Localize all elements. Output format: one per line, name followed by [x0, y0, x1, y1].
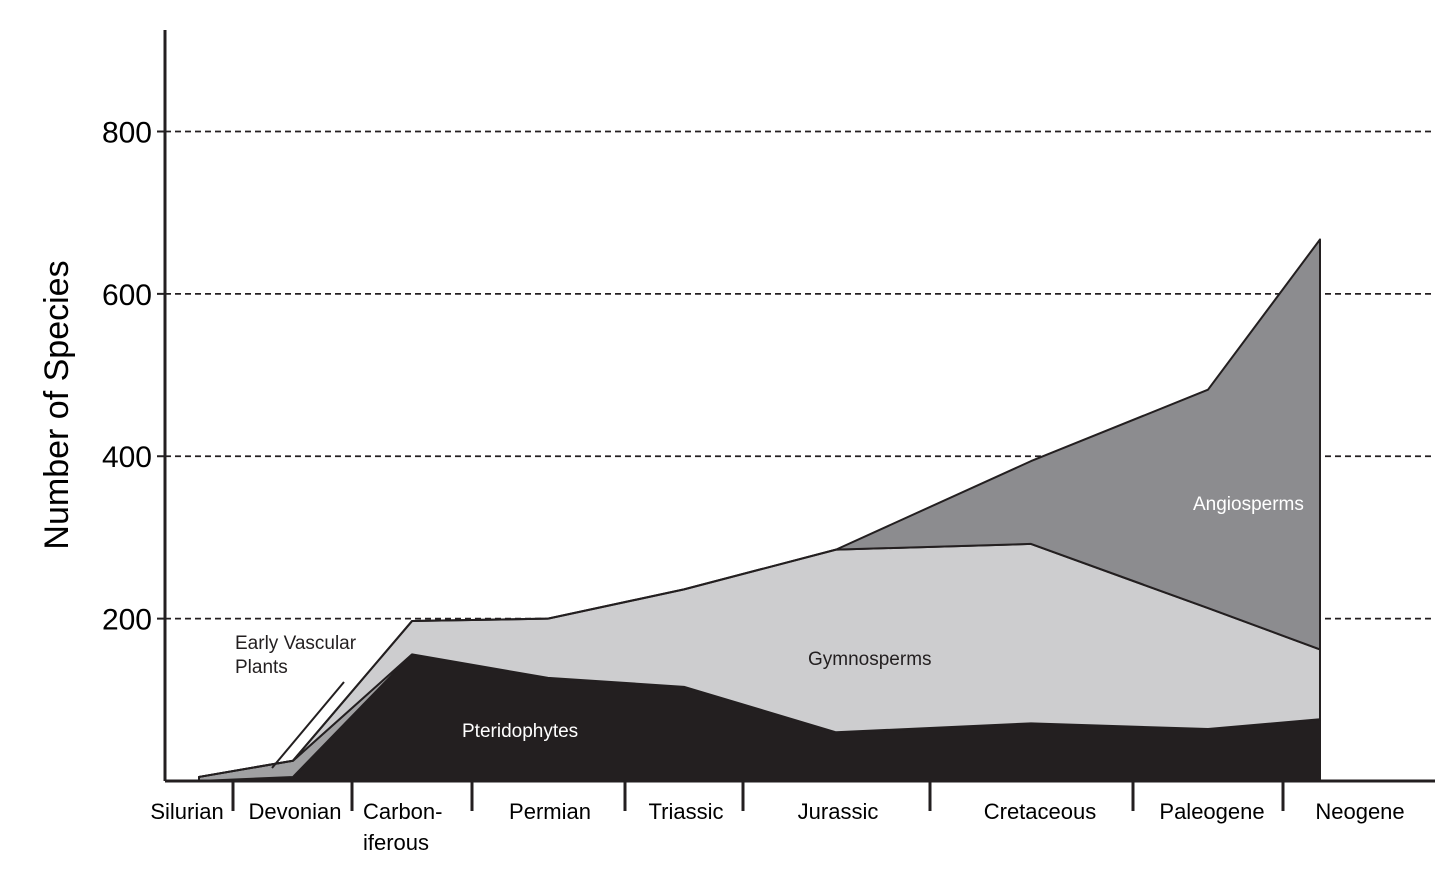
x-tick-label: Neogene: [1315, 799, 1404, 824]
x-tick-label-line: iferous: [363, 830, 429, 855]
area: [198, 238, 1321, 778]
y-axis-label: Number of Species: [38, 260, 76, 549]
y-tick-label: 200: [102, 604, 152, 637]
x-tick-label-line: Carbon-: [363, 799, 442, 824]
series-label: Pteridophytes: [462, 721, 579, 742]
x-tick-label: Triassic: [649, 799, 724, 824]
series-label: Angiosperms: [1193, 494, 1304, 515]
x-tick-label: Cretaceous: [984, 799, 1097, 824]
x-tick-label: Paleogene: [1159, 799, 1264, 824]
series-label: Early Vascular Plants: [235, 633, 357, 678]
y-tick-label: 800: [102, 116, 152, 149]
x-tick-label: Jurassic: [798, 799, 879, 824]
y-tick-label: 400: [102, 441, 152, 474]
y-tick-label: 600: [102, 279, 152, 312]
series-label: Gymnosperms: [808, 649, 932, 670]
x-tick-label: Permian: [509, 799, 591, 824]
x-tick-label: Silurian: [150, 799, 223, 824]
x-tick-label: Carbon-iferous: [363, 799, 442, 855]
x-tick-label: Devonian: [249, 799, 342, 824]
annotation-pointer: [271, 681, 345, 769]
